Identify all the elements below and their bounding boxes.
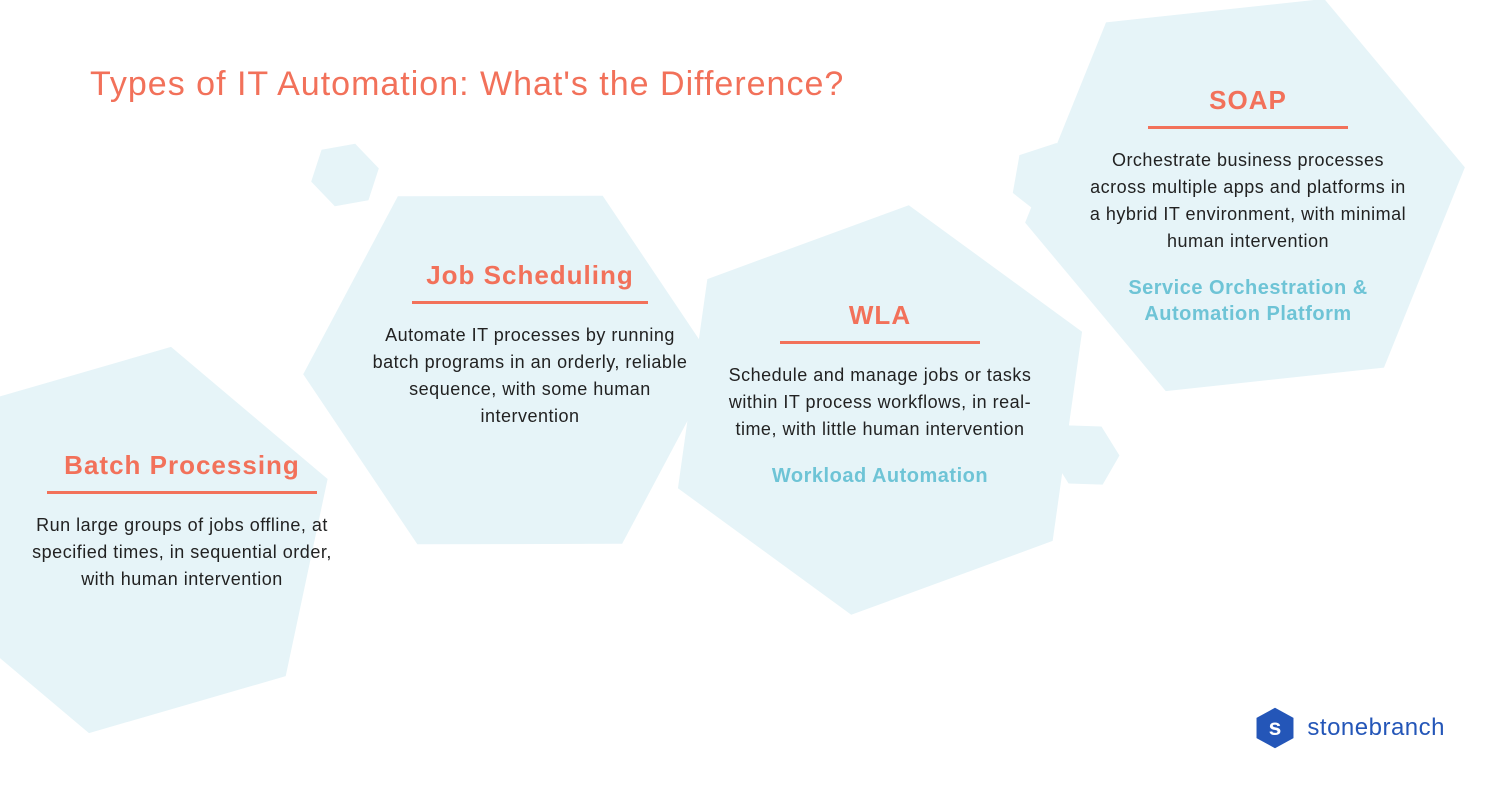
card-title: WLA (720, 300, 1040, 331)
card-wla: WLA Schedule and manage jobs or tasks wit… (720, 300, 1040, 489)
brand-logo: s stonebranch (1253, 706, 1445, 750)
card-desc: Run large groups of jobs offline, at spe… (22, 512, 342, 593)
bg-hexagon (1010, 140, 1090, 220)
card-underline (47, 491, 317, 494)
card-underline (780, 341, 980, 344)
card-subtitle: Service Orchestration & Automation Platf… (1088, 275, 1408, 327)
card-underline (1148, 126, 1348, 129)
card-job: Job Scheduling Automate IT processes by r… (370, 260, 690, 430)
card-desc: Orchestrate business processes across mu… (1088, 147, 1408, 255)
page-title: Types of IT Automation: What's the Diffe… (90, 65, 844, 104)
card-subtitle: Workload Automation (720, 463, 1040, 489)
card-underline (412, 301, 648, 304)
bg-hexagon (310, 140, 380, 210)
bg-hexagon (1050, 420, 1120, 490)
logo-text: stonebranch (1307, 714, 1445, 742)
card-batch: Batch Processing Run large groups of jobs… (22, 450, 342, 593)
card-desc: Automate IT processes by running batch p… (370, 322, 690, 430)
card-title: Batch Processing (22, 450, 342, 481)
card-title: SOAP (1088, 85, 1408, 116)
logo-hex-icon: s (1253, 706, 1297, 750)
card-desc: Schedule and manage jobs or tasks within… (720, 362, 1040, 443)
card-title: Job Scheduling (370, 260, 690, 291)
card-soap: SOAP Orchestrate business processes acros… (1088, 85, 1408, 327)
svg-text:s: s (1269, 714, 1282, 740)
